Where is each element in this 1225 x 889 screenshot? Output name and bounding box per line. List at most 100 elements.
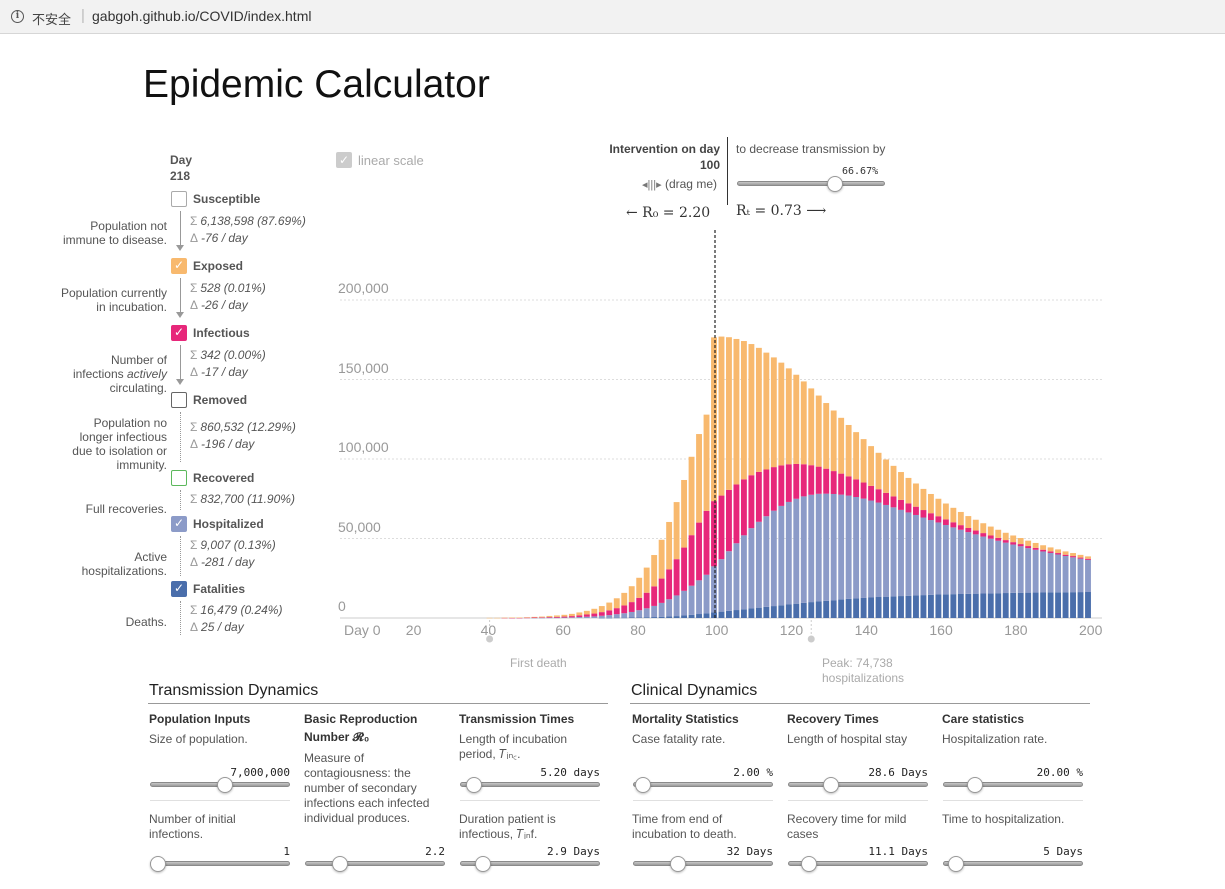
bar-infectious	[666, 569, 673, 600]
x-tick-label: 40	[480, 622, 497, 638]
bar-fatalities	[688, 614, 695, 618]
bar-infectious	[613, 608, 620, 615]
bar-fatalities	[785, 604, 792, 618]
bar-hospitalized	[785, 501, 792, 605]
bar-infectious	[957, 525, 964, 530]
hospitalization-rate-slider[interactable]	[943, 782, 1083, 787]
annotation-marker	[486, 635, 494, 643]
infectious-desc-prefix: Number of infections	[72, 353, 167, 381]
bar-infectious	[987, 535, 994, 539]
bar-infectious	[1040, 549, 1047, 552]
decrease-transmission-slider[interactable]	[737, 181, 885, 186]
bar-exposed	[621, 592, 628, 606]
bar-fatalities	[606, 617, 613, 619]
hospitalized-description: Active hospitalizations.	[81, 550, 167, 578]
row-separator	[460, 800, 600, 801]
x-tick-label: 80	[630, 622, 646, 638]
bar-infectious	[853, 479, 860, 498]
hospitalized-checkbox[interactable]: ✓	[171, 516, 187, 532]
bar-fatalities	[942, 594, 949, 618]
linear-scale-checkbox[interactable]: ✓	[336, 152, 352, 168]
bar-infectious	[1025, 546, 1032, 549]
recovered-description: Full recoveries.	[85, 502, 167, 516]
initial-infections-knob[interactable]	[150, 856, 166, 872]
basic-reproduction-slider[interactable]	[305, 861, 445, 866]
bar-hospitalized	[539, 617, 545, 619]
info-icon[interactable]: i	[11, 10, 24, 23]
time-to-death-knob[interactable]	[670, 856, 686, 872]
initial-infections-slider[interactable]	[150, 861, 290, 866]
bar-hospitalized	[748, 528, 755, 609]
bar-fatalities	[681, 615, 688, 618]
first-death-label: First death	[510, 656, 567, 670]
intervention-drag-handle[interactable]: ◂|||▸ (drag me)	[642, 177, 717, 191]
mild-recovery-slider[interactable]	[788, 861, 928, 866]
infectious-checkbox[interactable]: ✓	[171, 325, 187, 341]
intervention-marker-line[interactable]	[727, 137, 728, 205]
bar-fatalities	[845, 598, 852, 618]
bar-infectious	[1002, 540, 1009, 543]
bar-exposed	[561, 614, 568, 617]
hospitalization-rate-knob[interactable]	[967, 777, 983, 793]
basic-reproduction-description: Measure of contagiousness: the number of…	[304, 751, 430, 825]
time-to-hospitalization-slider[interactable]	[943, 861, 1083, 866]
bar-exposed	[1077, 554, 1084, 558]
decrease-transmission-knob[interactable]	[827, 176, 843, 192]
bar-hospitalized	[838, 494, 845, 600]
bar-exposed	[980, 523, 987, 534]
bar-infectious	[972, 530, 979, 535]
bar-exposed	[1062, 551, 1069, 555]
time-to-death-slider[interactable]	[633, 861, 773, 866]
recovered-checkbox[interactable]	[171, 470, 187, 486]
exposed-checkbox[interactable]: ✓	[171, 258, 187, 274]
population-size-knob[interactable]	[217, 777, 233, 793]
bar-infectious	[740, 479, 747, 536]
mild-recovery-knob[interactable]	[801, 856, 817, 872]
drag-handle-icon: ◂|||▸	[642, 179, 662, 191]
bar-infectious	[793, 463, 800, 499]
bar-hospitalized	[621, 613, 628, 618]
bar-infectious	[718, 495, 725, 560]
bar-exposed	[748, 344, 755, 476]
fatalities-checkbox[interactable]: ✓	[171, 581, 187, 597]
hospital-stay-slider[interactable]	[788, 782, 928, 787]
bar-hospitalized	[718, 559, 725, 612]
transmission-times-title: Transmission Times	[459, 712, 575, 726]
hospital-stay-knob[interactable]	[823, 777, 839, 793]
bar-exposed	[1017, 538, 1024, 545]
susceptible-checkbox[interactable]	[171, 191, 187, 207]
bar-infectious	[905, 503, 912, 513]
bar-exposed	[905, 477, 912, 504]
bar-hospitalized	[628, 611, 635, 618]
bar-infectious	[726, 489, 732, 552]
removed-checkbox[interactable]	[171, 392, 187, 408]
infectious-duration-slider[interactable]	[460, 861, 600, 866]
infectious-duration-knob[interactable]	[475, 856, 491, 872]
bar-infectious	[815, 466, 822, 494]
incubation-slider[interactable]	[460, 782, 600, 787]
bar-fatalities	[987, 593, 994, 618]
case-fatality-knob[interactable]	[635, 777, 651, 793]
hospitalized-label: Hospitalized	[193, 517, 264, 531]
url-text[interactable]: gabgoh.github.io/COVID/index.html	[92, 8, 312, 24]
population-size-value: 7,000,000	[230, 766, 290, 779]
bar-fatalities	[868, 597, 875, 618]
bar-hospitalized	[696, 580, 702, 615]
basic-reproduction-title-line2: Number 𝓡₀	[304, 730, 370, 744]
time-to-hospitalization-knob[interactable]	[948, 856, 964, 872]
browser-address-bar[interactable]: i 不安全 | gabgoh.github.io/COVID/index.htm…	[0, 0, 1225, 34]
bar-exposed	[696, 434, 702, 523]
bar-exposed	[942, 503, 949, 520]
bar-hospitalized	[643, 608, 650, 618]
bar-infectious	[673, 559, 680, 596]
epidemic-bar-chart[interactable]	[330, 230, 1110, 650]
bar-hospitalized	[576, 617, 583, 618]
bar-hospitalized	[890, 507, 897, 597]
bar-fatalities	[853, 598, 860, 618]
bar-exposed	[860, 439, 867, 483]
incubation-knob[interactable]	[466, 777, 482, 793]
bar-exposed	[711, 337, 717, 502]
basic-reproduction-knob[interactable]	[332, 856, 348, 872]
case-fatality-slider[interactable]	[633, 782, 773, 787]
bar-exposed	[583, 610, 590, 615]
